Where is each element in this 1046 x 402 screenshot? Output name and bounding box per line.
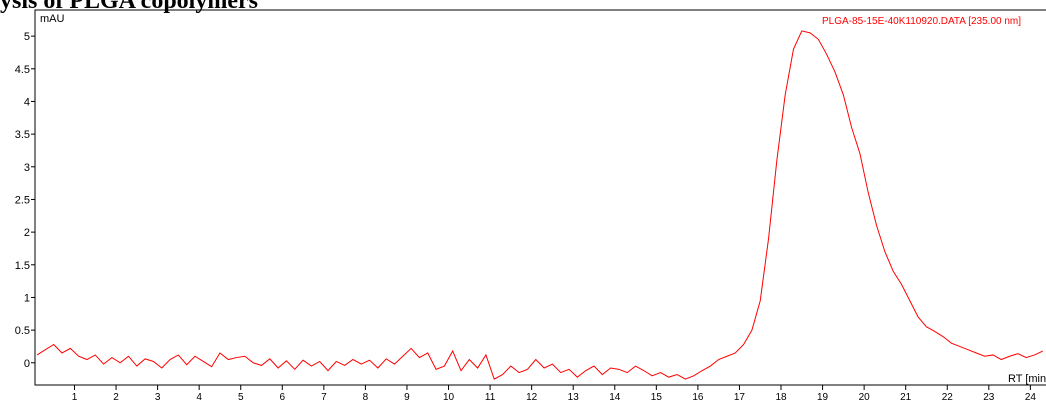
- y-tick-label: 3: [24, 162, 30, 174]
- x-axis-label: RT [min]: [1008, 373, 1046, 385]
- legend-label: PLGA-85-15E-40K110920.DATA [235.00 nm]: [822, 16, 1021, 27]
- x-tick-label: 1: [72, 392, 78, 402]
- x-tick-label: 23: [983, 392, 995, 402]
- x-tick-label: 22: [942, 392, 954, 402]
- data-line: [36, 30, 1044, 380]
- y-tick-label: 0.5: [15, 325, 30, 337]
- y-tick-label: 2: [24, 227, 30, 239]
- chart-title: ysis of PLGA copolymers: [0, 0, 258, 14]
- x-tick-label: 4: [196, 392, 202, 402]
- y-tick-label: 2.5: [15, 194, 30, 206]
- x-tick-label: 9: [404, 392, 410, 402]
- x-tick-label: 16: [692, 392, 704, 402]
- y-tick-label: 5: [24, 31, 30, 43]
- x-tick-label: 11: [485, 392, 496, 402]
- y-tick-label: 1: [24, 292, 30, 304]
- x-tick-label: 14: [609, 392, 621, 402]
- x-tick-label: 8: [363, 392, 369, 402]
- x-tick-label: 3: [155, 392, 161, 402]
- y-tick-label: 4: [24, 96, 30, 108]
- y-tick-label: 3.5: [15, 129, 30, 141]
- y-axis-label: mAU: [40, 13, 65, 25]
- x-tick-label: 18: [775, 392, 787, 402]
- plot-frame: [34, 9, 1046, 386]
- x-tick-label: 17: [734, 392, 746, 402]
- x-tick-label: 12: [526, 392, 538, 402]
- x-tick-label: 13: [568, 392, 580, 402]
- x-tick-label: 20: [859, 392, 871, 402]
- x-tick-label: 2: [113, 392, 119, 402]
- x-tick-label: 21: [900, 392, 912, 402]
- x-tick-label: 5: [238, 392, 244, 402]
- y-tick-label: 4.5: [15, 64, 30, 76]
- x-tick-label: 24: [1025, 392, 1037, 402]
- x-tick-label: 19: [817, 392, 829, 402]
- x-tick-label: 6: [280, 392, 286, 402]
- y-tick-label: 0: [24, 358, 30, 370]
- y-tick-label: 1.5: [15, 260, 30, 272]
- x-tick-label: 10: [443, 392, 455, 402]
- x-tick-label: 7: [321, 392, 327, 402]
- x-tick-label: 15: [651, 392, 663, 402]
